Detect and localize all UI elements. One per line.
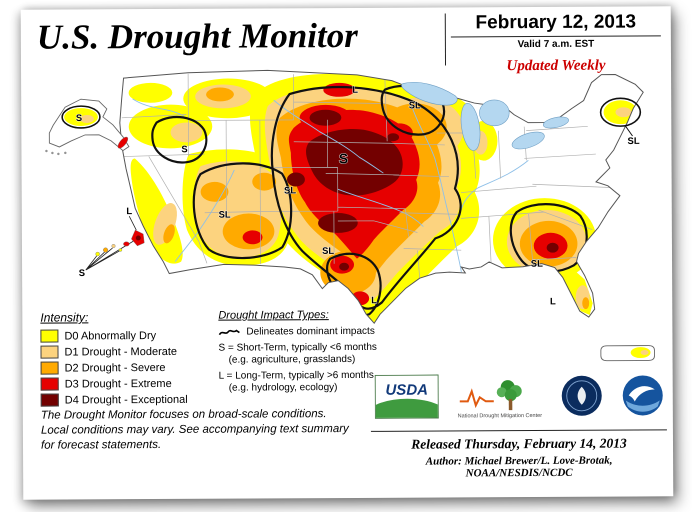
impact-label: L (126, 205, 132, 216)
impact-label: S (76, 112, 82, 123)
legend-item: D0 Abnormally Dry (40, 329, 212, 343)
legend-label: D0 Abnormally Dry (64, 329, 157, 342)
commerce-seal-logo (562, 375, 603, 416)
legend-label: D1 Drought - Moderate (64, 345, 178, 358)
author-credit: Author: Michael Brewer/L. Love-Brotak, N… (425, 454, 613, 480)
drought-areas (128, 73, 638, 323)
impact-label: L (352, 84, 358, 95)
disclaimer-line: The Drought Monitor focuses on broad-sca… (40, 408, 327, 422)
long-term-definition: L = Long-Term, typically >6 months (218, 369, 374, 382)
page-title: U.S. Drought Monitor (36, 15, 358, 57)
legend-item: D2 Drought - Severe (40, 361, 213, 375)
legend-label: D4 Drought - Exceptional (64, 393, 188, 406)
impact-label: SL (322, 245, 334, 256)
impact-label: L (550, 295, 556, 306)
delineation-line-icon (218, 329, 240, 335)
legend-label: D3 Drought - Extreme (64, 377, 172, 390)
impact-label: SL (284, 184, 296, 195)
impact-label: SL (409, 99, 421, 110)
agency-logos: USDA National Drought Mitigation Center (374, 369, 665, 423)
long-term-example: (e.g. hydrology, ecology) (228, 382, 338, 394)
hawaii-inset (85, 215, 145, 271)
legend-swatch (40, 393, 59, 407)
conterminous-us (119, 69, 644, 324)
alaska-inset (45, 98, 130, 156)
legend-swatch (40, 361, 59, 375)
drought-monitor-page: U.S. Drought Monitor February 12, 2013 V… (20, 6, 674, 500)
legend-swatch (40, 377, 59, 391)
impact-label: L (371, 294, 377, 305)
legend-swatch (40, 329, 59, 343)
impact-label: S (79, 267, 85, 278)
map-date: February 12, 2013 (450, 11, 661, 38)
impact-types-title: Drought Impact Types: (218, 309, 329, 322)
impact-types-block: Drought Impact Types: Delineates dominan… (218, 309, 398, 394)
released-date: Released Thursday, February 14, 2013 (411, 435, 627, 452)
legend-item: D3 Drought - Extreme (40, 377, 213, 391)
impact-label: S (181, 143, 187, 154)
impact-label: SL (531, 258, 543, 269)
new-england-pointer (625, 125, 633, 137)
impact-label: S (339, 150, 348, 166)
legend-swatch (40, 345, 59, 359)
valid-time: Valid 7 a.m. EST (517, 38, 595, 51)
release-block: Released Thursday, February 14, 2013 Aut… (370, 429, 668, 480)
impact-label: SL (627, 135, 639, 146)
noaa-logo (622, 375, 663, 416)
ndmc-logo: National Drought Mitigation Center (457, 380, 542, 419)
impact-label: SL (219, 209, 231, 220)
delineates-label: Delineates dominant impacts (246, 325, 375, 338)
legend-item: D1 Drought - Moderate (40, 345, 212, 359)
disclaimer-text: The Drought Monitor focuses on broad-sca… (41, 407, 376, 454)
intensity-legend: Intensity: D0 Abnormally Dry D1 Drought -… (40, 310, 213, 410)
legend-label: D2 Drought - Severe (64, 361, 166, 374)
legend-item: D4 Drought - Exceptional (40, 393, 213, 407)
header-divider (444, 13, 447, 66)
new-england-impact-outline (599, 97, 642, 127)
legend-title: Intensity: (40, 310, 89, 325)
disclaimer-line: for forecast statements. (40, 439, 162, 452)
impact-outlines (151, 84, 588, 317)
usda-logo: USDA (374, 374, 439, 419)
short-term-example: (e.g. agriculture, grasslands) (228, 353, 356, 366)
short-term-definition: S = Short-Term, typically <6 months (218, 341, 377, 354)
legend-items: D0 Abnormally Dry D1 Drought - Moderate D2… (40, 329, 212, 407)
great-lakes (401, 81, 569, 151)
svg-text:USDA: USDA (385, 382, 428, 399)
disclaimer-line: Local conditions may vary. See accompany… (40, 423, 349, 437)
puerto-rico-inset (600, 345, 655, 362)
ndmc-caption: National Drought Mitigation Center (457, 413, 542, 419)
